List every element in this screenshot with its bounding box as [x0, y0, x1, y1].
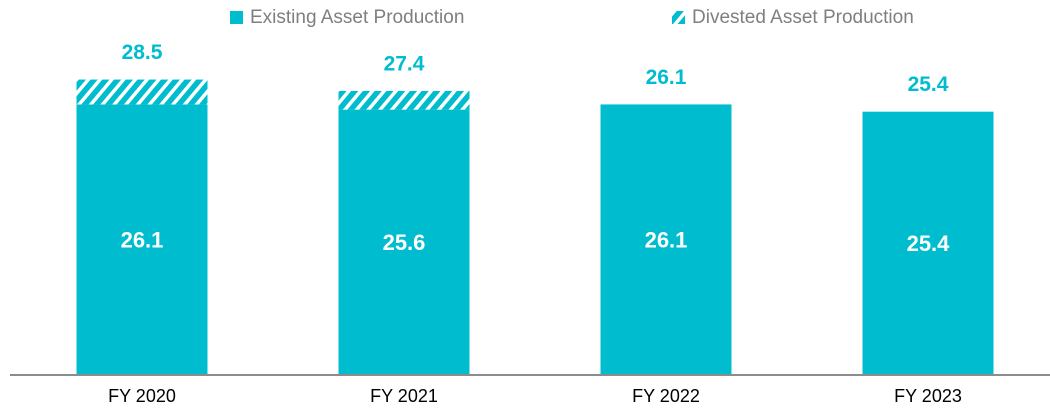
segment-label: 25.4 [907, 231, 951, 256]
total-label: 25.4 [908, 73, 949, 96]
x-tick-label: FY 2023 [894, 386, 962, 406]
total-label: 26.1 [646, 66, 687, 89]
x-tick-label: FY 2020 [108, 386, 176, 406]
legend-swatch [672, 11, 685, 24]
bar-segment [338, 109, 470, 375]
x-tick-label: FY 2022 [632, 386, 700, 406]
bar-segment [862, 111, 994, 375]
bar-segment [338, 90, 470, 110]
legend-label: Existing Asset Production [250, 7, 464, 28]
legend-swatch [230, 11, 243, 24]
legend-label: Divested Asset Production [692, 7, 914, 28]
bar-segment [600, 104, 732, 376]
total-label: 28.5 [122, 41, 163, 64]
total-label: 27.4 [384, 53, 425, 76]
bar-segment [76, 79, 208, 105]
bar-segment [76, 104, 208, 376]
segment-label: 25.6 [383, 230, 426, 255]
segment-label: 26.1 [121, 228, 164, 253]
segment-label: 26.1 [645, 228, 688, 253]
x-tick-label: FY 2021 [370, 386, 438, 406]
